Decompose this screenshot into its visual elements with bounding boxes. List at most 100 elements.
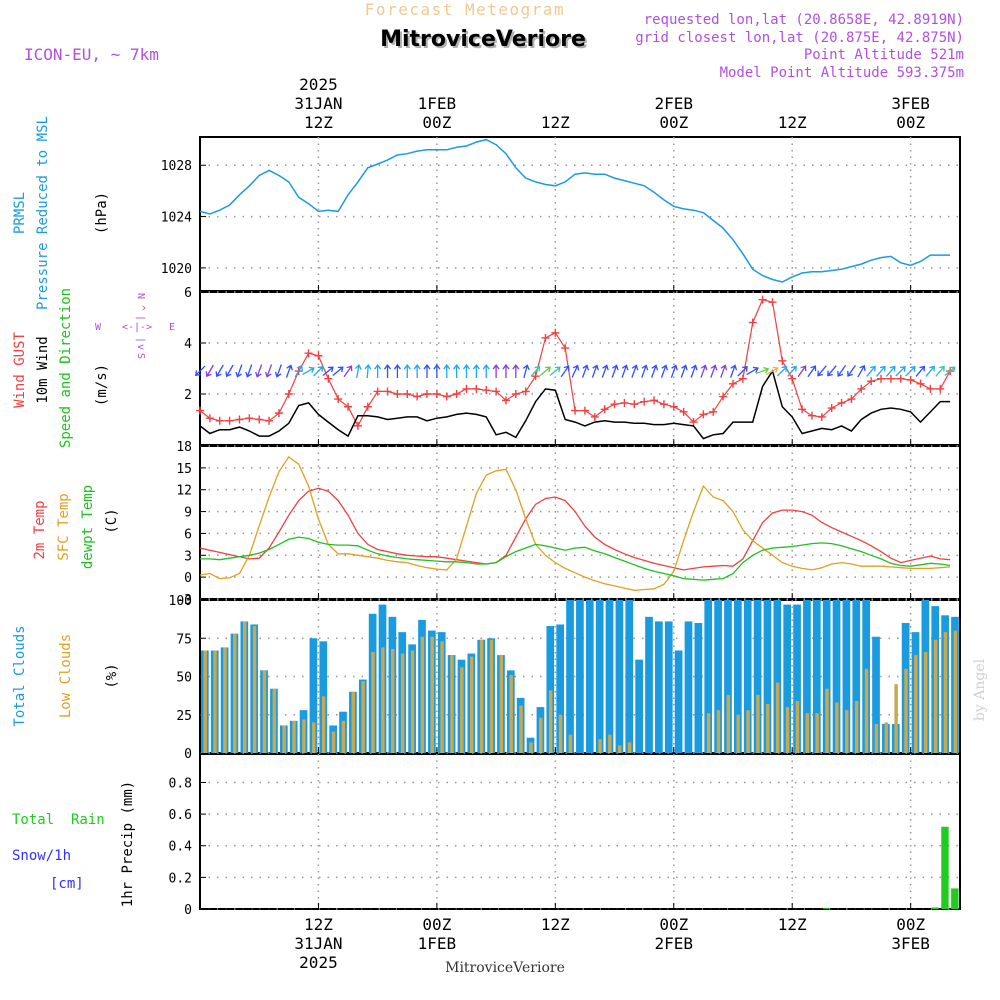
- wind-arrow-shape: [549, 366, 561, 377]
- low-cloud-bar: [321, 696, 326, 753]
- low-cloud-bar: [529, 742, 533, 753]
- wind-direction-arrow: [313, 366, 324, 377]
- wind-gust-marker: [936, 384, 945, 393]
- low-cloud-bar: [223, 647, 227, 753]
- wind-arrow-shape: [571, 364, 580, 378]
- wind-direction-arrow: [787, 365, 797, 377]
- low-cloud-bar: [894, 684, 898, 753]
- wind-gust-marker: [363, 402, 372, 411]
- wind-direction-arrow: [205, 364, 214, 378]
- wind-arrow-shape: [302, 366, 315, 376]
- low-cloud-bar: [766, 704, 770, 753]
- wind-gust-marker: [196, 406, 204, 415]
- wind-gust-marker: [590, 412, 599, 421]
- wind-direction-arrow: [413, 363, 421, 379]
- wind-arrow-shape: [817, 365, 827, 377]
- wind-direction-arrow: [364, 363, 372, 379]
- wind-direction-arrow: [245, 364, 253, 378]
- wind-gust-marker: [235, 415, 244, 424]
- wind-gust-marker: [778, 356, 787, 365]
- low-cloud-bar: [775, 682, 780, 753]
- total-cloud-bar: [674, 650, 683, 753]
- total-cloud-bar: [872, 636, 880, 753]
- wind-arrow-shape: [895, 366, 906, 377]
- compass-east: E: [169, 322, 175, 333]
- low-cloud-bar: [242, 621, 247, 753]
- low-cloud-bar: [302, 719, 306, 753]
- wind-gust-marker: [413, 392, 422, 401]
- time-label-top: 12Z: [778, 113, 807, 132]
- wind-arrow-shape: [581, 364, 590, 378]
- wind-arrow-shape: [462, 363, 471, 379]
- label-dewpt-temp: dewpt Temp: [80, 485, 96, 569]
- wind-direction-arrow: [837, 364, 847, 377]
- wind-direction-arrow: [847, 364, 856, 377]
- label-low-clouds: Low Clouds: [58, 634, 74, 718]
- wind-direction-arrow: [895, 366, 906, 377]
- low-cloud-bar: [331, 731, 336, 753]
- total-cloud-bar: [832, 600, 841, 753]
- total-cloud-bar: [605, 600, 614, 753]
- low-cloud-bar: [825, 688, 829, 753]
- wind-arrow-shape: [423, 363, 431, 379]
- rain-bar: [941, 826, 949, 909]
- low-cloud-bar: [233, 633, 237, 753]
- wind-direction-arrow: [660, 364, 669, 378]
- wind-arrow-shape: [737, 366, 748, 377]
- time-label-top: 3FEB: [891, 94, 930, 113]
- wind-gust-marker: [492, 387, 501, 396]
- low-cloud-bar: [726, 694, 731, 753]
- low-cloud-bar: [499, 655, 504, 753]
- wind-gust-marker: [640, 397, 649, 406]
- y-tick-label: 1028: [161, 159, 192, 174]
- low-cloud-bar: [509, 674, 513, 753]
- wind-arrow-shape: [641, 364, 649, 378]
- y-tick-label: 0.8: [169, 776, 192, 791]
- product-title: Forecast Meteogram: [365, 0, 565, 19]
- wind-gust-marker: [324, 374, 333, 383]
- pressure-line: [199, 138, 951, 283]
- time-label-top: 00Z: [896, 113, 925, 132]
- wind-gust-marker: [886, 374, 895, 383]
- total-cloud-bar: [694, 622, 703, 753]
- total-cloud-bar: [852, 600, 861, 753]
- wind-gust-marker: [452, 390, 461, 398]
- model-label: ICON-EU, ~ 7km: [24, 45, 159, 64]
- wind-gust-marker: [580, 406, 589, 415]
- compass-arrow-down: v: [135, 344, 146, 350]
- wind-gust-marker: [462, 384, 471, 393]
- wind-gust-marker: [304, 349, 313, 358]
- label-2m-temp: 2m Temp: [32, 500, 48, 559]
- total-cloud-bar: [763, 600, 772, 753]
- time-label-bottom: 00Z: [896, 915, 925, 934]
- wind-direction-arrow: [631, 364, 639, 378]
- low-cloud-bar: [351, 691, 355, 753]
- label-hpa: (hPa): [94, 192, 110, 234]
- time-label-top: 2FEB: [655, 94, 694, 113]
- y-tick-label: 6: [184, 286, 192, 301]
- wind-direction-arrow: [393, 363, 401, 379]
- wind-gust-marker: [245, 414, 254, 423]
- y-tick-label: 3: [184, 549, 192, 564]
- wind-gust-marker: [610, 400, 619, 409]
- time-label-bottom: 12Z: [541, 915, 570, 934]
- time-label-bottom: 31JAN: [294, 934, 342, 953]
- total-cloud-bar: [576, 600, 584, 753]
- wind-gust-marker: [837, 398, 846, 407]
- wind-arrow-shape: [797, 365, 807, 378]
- y-tick-label: 9: [184, 506, 192, 521]
- wind-arrow-shape: [935, 365, 945, 377]
- rain-bar: [822, 908, 831, 910]
- wind-direction-arrow: [322, 366, 334, 377]
- wind-gust-marker: [482, 386, 491, 395]
- wind-arrow-shape: [729, 364, 738, 378]
- compass-bar-bottom: |: [135, 337, 146, 343]
- total-cloud-bar: [615, 600, 624, 753]
- wind-arrow-shape: [332, 366, 344, 377]
- rain-bar: [931, 907, 939, 909]
- wind-direction-arrow: [720, 364, 728, 378]
- low-cloud-bar: [252, 626, 257, 753]
- wind-direction-arrow: [512, 363, 520, 379]
- low-cloud-bar: [381, 647, 385, 753]
- wind-direction-arrow: [433, 363, 441, 379]
